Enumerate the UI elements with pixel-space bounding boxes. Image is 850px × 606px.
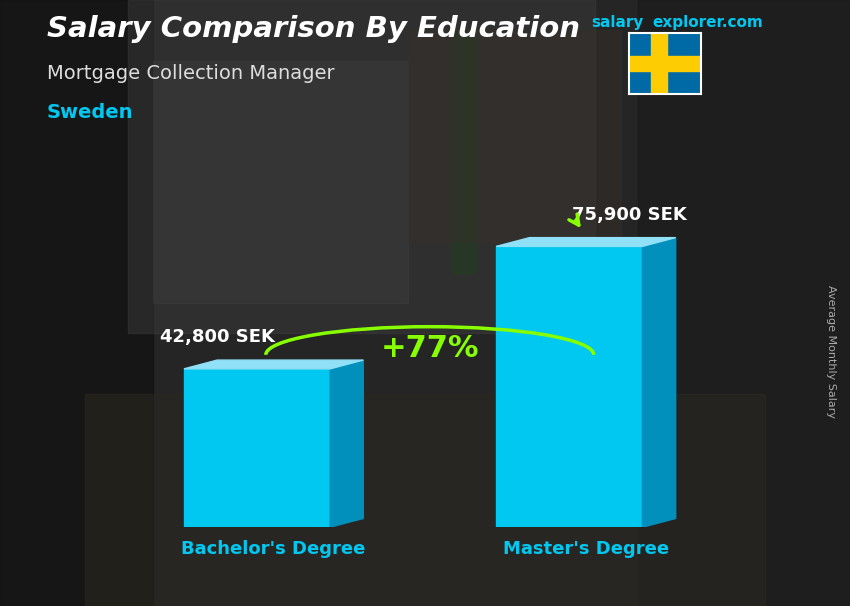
Bar — [408, 30, 620, 242]
Text: Sweden: Sweden — [47, 103, 133, 122]
Bar — [496, 247, 643, 527]
Bar — [638, 0, 850, 606]
Bar — [629, 56, 701, 71]
Text: Bachelor's Degree: Bachelor's Degree — [181, 539, 366, 558]
Bar — [153, 61, 408, 303]
Bar — [450, 30, 476, 273]
Polygon shape — [330, 360, 363, 527]
Text: +77%: +77% — [381, 333, 479, 362]
Text: 75,900 SEK: 75,900 SEK — [572, 205, 687, 224]
Bar — [85, 394, 765, 606]
Text: explorer.com: explorer.com — [653, 15, 763, 30]
Polygon shape — [184, 360, 363, 369]
Polygon shape — [643, 238, 676, 527]
Text: Salary Comparison By Education: Salary Comparison By Education — [47, 15, 580, 43]
Text: 42,800 SEK: 42,800 SEK — [160, 328, 275, 346]
Bar — [184, 369, 330, 527]
Text: Master's Degree: Master's Degree — [503, 539, 669, 558]
Bar — [650, 33, 666, 94]
Text: salary: salary — [591, 15, 643, 30]
Bar — [0, 0, 153, 606]
Bar — [128, 0, 595, 333]
Text: Average Monthly Salary: Average Monthly Salary — [826, 285, 836, 418]
Polygon shape — [496, 238, 676, 247]
Text: Mortgage Collection Manager: Mortgage Collection Manager — [47, 64, 334, 82]
